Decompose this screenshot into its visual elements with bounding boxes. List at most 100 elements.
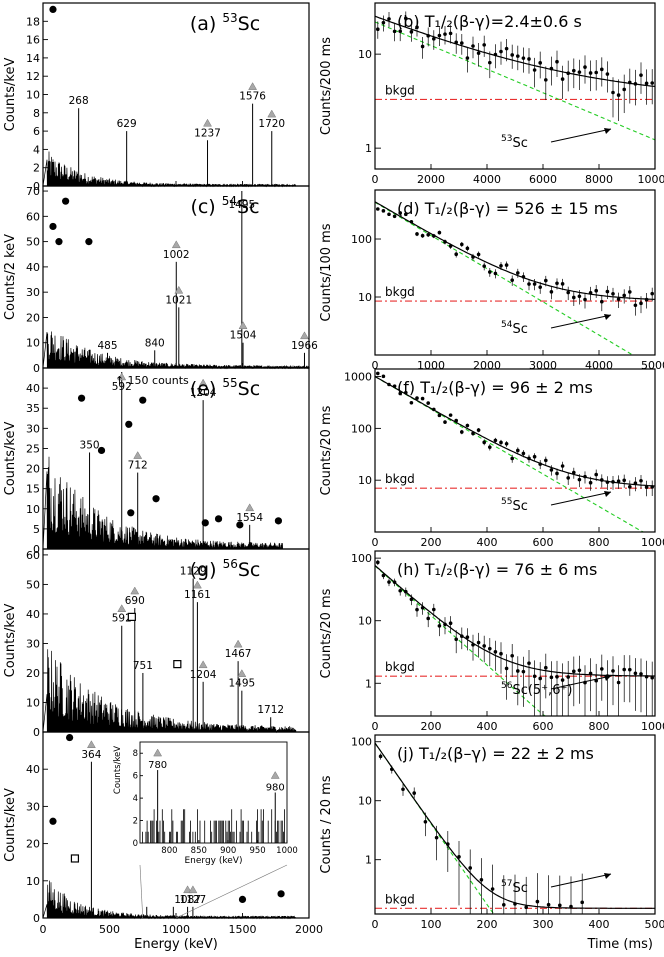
data-point [426,33,431,38]
data-point [521,56,526,60]
data-point [588,290,593,295]
inset-peak-label: 980 [266,783,285,794]
nuclide-label: 53Sc [501,134,528,151]
data-point [471,255,475,259]
data-point [516,271,520,275]
dot-marker [277,890,285,898]
peak-label: 1204 [190,387,217,399]
peak-label: 1002 [163,249,190,261]
data-point [549,66,554,71]
data-point [566,675,570,679]
y-tick-label: 100 [351,736,372,749]
triangle-marker [192,580,202,589]
dot-marker [236,521,244,529]
data-point [398,211,403,215]
data-point [376,560,380,565]
data-point [544,665,548,670]
data-point [454,418,459,423]
panel-title: (f) T₁/₂(β-γ) = 96 ± 2 ms [397,378,593,397]
spectrum-trace [42,649,297,734]
dot-marker [49,817,57,825]
element-symbol: Sc(5⁺,6⁺) [512,683,572,698]
y-tick-label: 100 [351,233,372,246]
inset-x-tick-label: 950 [249,846,265,856]
y-tick-label: 10 [358,474,372,487]
data-point [516,448,520,453]
peak-label: 1204 [190,669,217,681]
triangle-marker [117,604,127,612]
data-point [390,767,394,772]
triangle-marker [238,321,248,329]
data-point [524,905,528,910]
peak-label: 592 [112,381,132,393]
y-tick-label: 50 [26,236,40,249]
data-point [488,445,492,449]
y-tick-label: 20 [26,311,40,324]
mass-number: 56 [223,557,238,571]
data-point [521,669,526,674]
triangle-marker [117,372,127,381]
data-point [457,854,461,859]
data-point [650,81,654,85]
y-tick-label: 10 [358,48,372,61]
peak-label: 1237 [194,127,221,139]
data-point [398,29,403,34]
data-point [392,384,397,388]
data-point [392,29,397,34]
y-tick-label: 1000 [344,371,372,384]
triangle-marker [267,109,277,118]
mass-number: 55 [501,497,512,507]
data-point [538,285,542,289]
element-symbol: Sc [238,559,261,581]
panel-title: (b) T₁/₂(β-γ)=2.4±0.6 s [397,12,582,31]
y-tick-label: 20 [26,667,40,680]
peak-label: 1495 [228,678,255,690]
nuclide-arrow [550,675,612,690]
data-point [605,72,610,76]
plot-frame [374,189,656,356]
y-tick-label: 5 [33,523,40,536]
data-point [437,230,442,235]
data-point [409,30,414,34]
arrow-head [604,128,611,134]
data-point [448,31,453,36]
arrow-head [604,314,611,320]
data-point [490,887,495,891]
triangle-marker [198,660,208,669]
data-point [538,61,542,65]
data-point [476,51,481,55]
y-axis-label: Counts/keV [3,58,18,132]
x-tick-label: 1000 [641,720,664,733]
peak-label: 840 [145,337,165,349]
y-axis-label: Counts/100 ms [319,223,334,321]
data-point [437,413,442,418]
data-point [398,391,403,396]
panel-title: (d) T₁/₂(β-γ) = 526 ± 15 ms [397,199,618,218]
data-point [527,456,531,461]
data-point [454,252,459,257]
data-point [549,675,554,680]
panel-label: (e) [190,378,223,400]
x-tick-label: 500 [99,923,120,936]
mass-number: 56 [501,681,513,691]
data-point [420,233,425,238]
spectrum-trace [42,456,284,550]
y-tick-label: 0 [33,726,40,739]
dot-marker [77,394,86,402]
mass-number: 54 [222,194,237,208]
data-point [569,904,573,909]
half-life-value: T₁/₂(β-γ) = 76 ± 6 ms [424,560,598,579]
dot-marker [125,420,133,428]
exponential-fit [375,21,655,141]
data-point [510,53,514,57]
panel-title: (a) 53Sc [190,11,260,35]
data-point [423,819,428,824]
dot-marker [201,519,209,527]
peak-label: 712 [128,460,148,472]
data-point [560,464,565,468]
bkgd-label: bkgd [385,472,415,486]
inset-y-label: Counts/keV [113,746,123,794]
data-point [404,212,408,217]
data-point [510,278,514,282]
